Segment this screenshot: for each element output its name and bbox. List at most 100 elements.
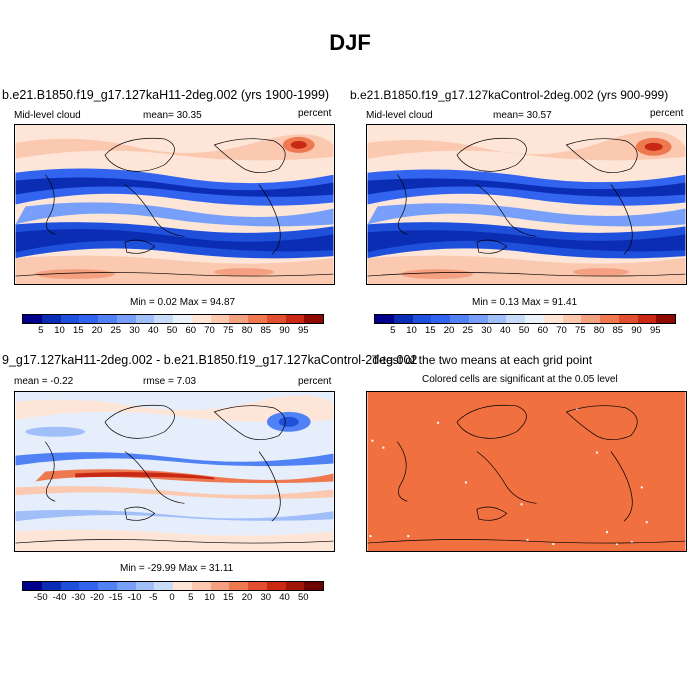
colorbar-tick-label: 80 [241, 325, 253, 336]
colorbar-tick-label: 25 [462, 325, 474, 336]
colorbar-tick-label: 80 [593, 325, 605, 336]
colorbar-swatch [562, 315, 582, 323]
colorbar-swatch [266, 582, 286, 590]
colorbar-tick-label: 50 [518, 325, 530, 336]
colorbar-tick-label: 25 [110, 325, 122, 336]
colorbar-swatch [506, 315, 525, 323]
colorbar-swatch [468, 315, 488, 323]
colorbar-swatch [191, 315, 211, 323]
right-panel-title: b.e21.B1850.f19_g17.127kaControl-2deg.00… [350, 88, 669, 102]
colorbar-tick-label: 30 [260, 592, 272, 603]
left-panel-units: percent [298, 108, 332, 119]
colorbar-swatch [618, 315, 638, 323]
colorbar-swatch [248, 315, 267, 323]
right-colorbar [374, 314, 676, 324]
colorbar-tick-label: 15 [222, 592, 234, 603]
diff-panel-rmse: rmse = 7.03 [143, 376, 197, 387]
left-colorbar [22, 314, 324, 324]
colorbar-tick-label: 90 [279, 325, 290, 336]
colorbar-swatch [393, 315, 413, 323]
right-cloud-map [367, 125, 686, 284]
colorbar-tick-label: -30 [71, 592, 86, 603]
colorbar-swatch [600, 315, 619, 323]
colorbar-swatch [304, 315, 323, 323]
diff-cloud-map [15, 392, 334, 551]
left-panel-mean: mean= 30.35 [143, 110, 202, 121]
colorbar-swatch [191, 582, 211, 590]
colorbar-tick-label: 20 [91, 325, 103, 336]
ttest-panel-title: T-test of the two means at each grid poi… [372, 353, 593, 367]
right-map-panel [366, 124, 687, 285]
colorbar-tick-label: 40 [147, 325, 159, 336]
diff-panel-units: percent [298, 376, 332, 387]
colorbar-tick-label: -5 [149, 592, 158, 603]
colorbar-swatch [135, 582, 155, 590]
colorbar-tick-label: 5 [38, 325, 44, 336]
colorbar-tick-label: 10 [406, 325, 417, 336]
colorbar-tick-label: 20 [443, 325, 455, 336]
ttest-significance-map [367, 392, 686, 551]
left-panel-variable: Mid-level cloud [14, 110, 81, 121]
colorbar-swatch [581, 315, 600, 323]
right-panel-mean: mean= 30.57 [493, 110, 552, 121]
colorbar-tick-label: 75 [222, 325, 234, 336]
diff-panel-mean: mean = -0.22 [14, 376, 74, 387]
colorbar-swatch [656, 315, 675, 323]
figure-title: DJF [329, 30, 371, 55]
colorbar-tick-label: -20 [90, 592, 104, 603]
colorbar-tick-label: 30 [481, 325, 492, 336]
left-panel-minmax: Min = 0.02 Max = 94.87 [130, 297, 236, 308]
colorbar-swatch [229, 582, 248, 590]
colorbar-swatch [210, 582, 230, 590]
colorbar-swatch [173, 582, 192, 590]
colorbar-tick-label: 70 [556, 325, 567, 336]
colorbar-tick-label: 50 [297, 592, 309, 603]
colorbar-swatch [79, 315, 98, 323]
colorbar-tick-label: 15 [424, 325, 436, 336]
colorbar-swatch [60, 582, 80, 590]
colorbar-tick-label: 85 [612, 325, 624, 336]
colorbar-tick-label: 75 [574, 325, 586, 336]
colorbar-tick-label: -10 [127, 592, 142, 603]
colorbar-swatch [525, 315, 544, 323]
colorbar-tick-label: 95 [297, 325, 309, 336]
colorbar-tick-label: 95 [649, 325, 661, 336]
colorbar-tick-label: 15 [72, 325, 84, 336]
colorbar-swatch [98, 582, 117, 590]
colorbar-swatch [98, 315, 117, 323]
colorbar-tick-label: 40 [499, 325, 511, 336]
diff-panel-minmax: Min = -29.99 Max = 31.11 [120, 563, 234, 574]
colorbar-tick-label: 85 [260, 325, 272, 336]
colorbar-swatch [304, 582, 323, 590]
left-panel-title: b.e21.B1850.f19_g17.127kaH11-2deg.002 (y… [2, 88, 330, 102]
colorbar-swatch [41, 315, 61, 323]
right-panel-minmax: Min = 0.13 Max = 91.41 [472, 297, 578, 308]
diff-map-panel [14, 391, 335, 552]
colorbar-swatch [210, 315, 230, 323]
ttest-map-panel [366, 391, 687, 552]
diff-panel-title: 9_g17.127kaH11-2deg.002 - b.e21.B1850.f1… [2, 353, 418, 367]
colorbar-swatch [23, 315, 42, 323]
colorbar-swatch [79, 582, 98, 590]
colorbar-swatch [154, 582, 173, 590]
colorbar-tick-label: 10 [54, 325, 65, 336]
colorbar-swatch [116, 582, 136, 590]
colorbar-tick-label: 70 [204, 325, 215, 336]
colorbar-tick-label: 0 [169, 592, 175, 603]
colorbar-tick-label: 5 [390, 325, 396, 336]
colorbar-tick-label: -15 [108, 592, 123, 603]
colorbar-swatch [266, 315, 286, 323]
diff-colorbar [22, 581, 324, 591]
colorbar-tick-label: 30 [129, 325, 140, 336]
colorbar-swatch [637, 315, 657, 323]
colorbar-swatch [375, 315, 394, 323]
colorbar-swatch [154, 315, 173, 323]
colorbar-swatch [173, 315, 192, 323]
colorbar-tick-label: 60 [537, 325, 549, 336]
colorbar-swatch [229, 315, 248, 323]
colorbar-swatch [412, 315, 432, 323]
colorbar-swatch [60, 315, 80, 323]
colorbar-tick-label: 10 [204, 592, 215, 603]
left-cloud-map [15, 125, 334, 284]
colorbar-tick-label: 5 [188, 592, 194, 603]
